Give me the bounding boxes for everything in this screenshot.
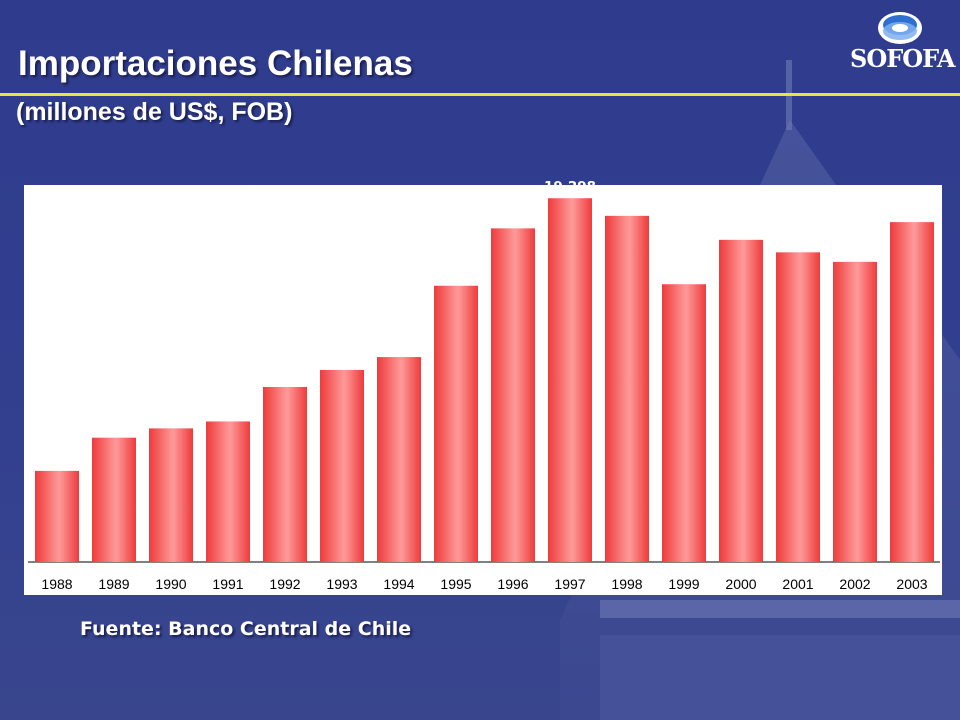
x-tick-labels-group: 1988 1989 1990 1991 1992 1993 1994 1995 1996 1997… [41,576,927,592]
x-tick-label-2003: 2003 [896,576,927,592]
bar-1996 [491,228,535,563]
bar-2001 [776,252,820,562]
x-tick-label-2002: 2002 [839,576,870,592]
bar-1997 [548,198,592,562]
slide-subtitle: (millones de US$, FOB) [16,98,293,126]
value-label-1999: 14.735 [658,265,710,281]
x-tick-label-1995: 1995 [440,576,471,592]
x-tick-label-2001: 2001 [782,576,813,592]
bar-1999 [662,284,706,562]
value-label-1991: 7.456 [207,402,250,418]
x-tick-label-1996: 1996 [497,576,528,592]
bars-group [35,198,934,563]
logo-text: SOFOFA [850,44,955,73]
value-label-1992: 9.285 [264,368,307,384]
bar-1998 [605,215,649,562]
slide-title: Importaciones Chilenas [18,44,413,83]
value-label-1997: 19.298 [544,179,596,195]
bar-2003 [890,222,934,562]
bar-1989 [92,437,136,562]
bar-1992 [263,386,307,562]
x-tick-label-1997: 1997 [554,576,585,592]
value-label-1989: 6.595 [93,419,136,435]
bar-1994 [377,357,421,562]
value-label-2001: 16.428 [772,233,824,249]
value-label-1993: 10.189 [316,351,368,367]
x-tick-label-1998: 1998 [611,576,642,592]
bar-1991 [206,421,250,562]
x-tick-label-1999: 1999 [668,576,699,592]
x-tick-label-1988: 1988 [41,576,72,592]
value-label-1990: 7.089 [150,409,193,425]
bar-1993 [320,369,364,562]
value-labels-group: 4.833 6.595 7.089 7.456 9.285 10.189 10.872 14.… [36,179,938,468]
value-label-1995: 14.655 [430,267,482,283]
value-label-1988: 4.833 [36,452,79,468]
x-tick-label-2000: 2000 [725,576,756,592]
source-note: Fuente: Banco Central de Chile [80,618,412,640]
title-underline [0,93,960,96]
bar-1990 [149,428,193,562]
value-label-2003: 18.031 [886,203,938,219]
bar-1995 [434,285,478,562]
x-tick-label-1992: 1992 [269,576,300,592]
sofofa-logo: SOFOFA [850,8,955,78]
value-label-1998: 18.363 [601,197,653,213]
bar-2000 [719,239,763,562]
x-tick-label-1990: 1990 [155,576,186,592]
value-label-1996: 17.699 [487,209,539,225]
x-tick-label-1993: 1993 [326,576,357,592]
bar-2002 [833,261,877,562]
x-tick-label-1989: 1989 [98,576,129,592]
value-label-2002: 15.921 [829,243,881,259]
value-label-2000: 17.091 [715,221,767,237]
logo-emblem-icon [878,12,922,44]
bar-1988 [35,470,79,562]
x-tick-label-1994: 1994 [383,576,414,592]
x-tick-label-1991: 1991 [212,576,243,592]
value-label-1994: 10.872 [373,338,425,354]
